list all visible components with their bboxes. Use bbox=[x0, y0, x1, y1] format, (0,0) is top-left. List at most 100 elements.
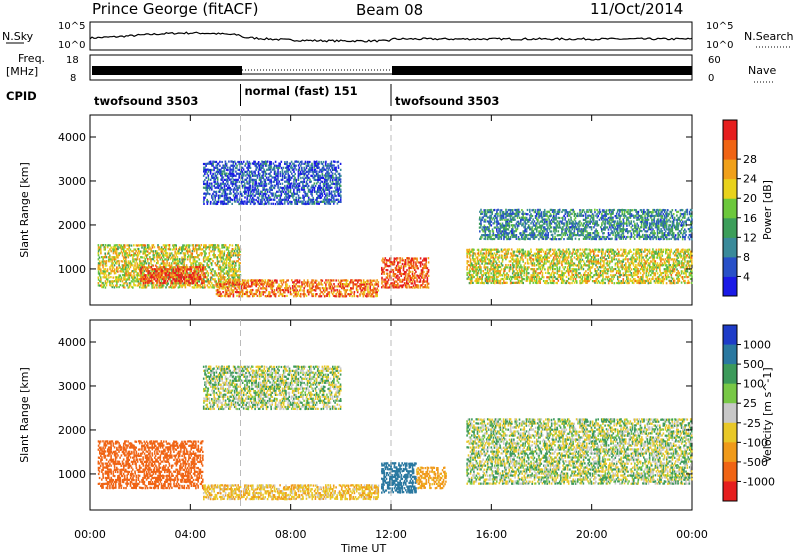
echo-cell bbox=[215, 289, 218, 292]
echo-cell bbox=[109, 260, 111, 263]
echo-cell bbox=[145, 266, 148, 269]
echo-cell bbox=[493, 282, 496, 285]
echo-cell bbox=[570, 262, 572, 265]
echo-cell bbox=[403, 265, 406, 268]
echo-cell bbox=[477, 252, 480, 255]
echo-cell bbox=[135, 266, 137, 269]
echo-cell bbox=[325, 285, 327, 288]
echo-cell bbox=[190, 266, 193, 269]
echo-cell bbox=[370, 283, 373, 286]
echo-cell bbox=[142, 276, 145, 279]
echo-cell bbox=[646, 278, 649, 281]
echo-cell bbox=[483, 252, 486, 255]
echo-cell bbox=[171, 276, 173, 279]
echo-cell bbox=[394, 280, 397, 283]
echo-cell bbox=[571, 254, 573, 257]
echo-cell bbox=[646, 275, 648, 278]
echo-cell bbox=[489, 237, 491, 240]
echo-cell bbox=[658, 281, 660, 284]
echo-cell bbox=[539, 281, 541, 284]
echo-cell bbox=[642, 266, 644, 269]
echo-cell bbox=[556, 266, 558, 269]
echo-cell bbox=[196, 281, 198, 285]
echo-cell bbox=[334, 295, 336, 298]
echo-cell bbox=[353, 292, 355, 296]
echo-cell bbox=[685, 274, 687, 277]
echo-cell bbox=[529, 256, 531, 259]
echo-cell bbox=[478, 254, 481, 257]
echo-cell bbox=[208, 248, 211, 251]
echo-cell bbox=[213, 254, 215, 257]
echo-cell bbox=[595, 248, 597, 251]
echo-cell bbox=[122, 276, 125, 279]
echo-cell bbox=[564, 281, 567, 285]
echo-cell bbox=[416, 267, 418, 270]
echo-cell bbox=[612, 274, 614, 277]
echo-cell bbox=[411, 286, 414, 289]
echo-cell bbox=[102, 286, 104, 289]
echo-cell bbox=[492, 265, 495, 269]
echo-cell bbox=[668, 258, 670, 261]
echo-cell bbox=[494, 216, 497, 220]
echo-cell bbox=[209, 257, 212, 261]
echo-cell bbox=[687, 252, 690, 255]
echo-cell bbox=[407, 278, 409, 281]
echo-cell bbox=[257, 279, 260, 282]
echo-cell bbox=[666, 260, 668, 263]
echo-cell bbox=[256, 290, 259, 294]
echo-cell bbox=[133, 254, 135, 257]
echo-cell bbox=[556, 260, 559, 263]
echo-cell bbox=[119, 246, 121, 249]
echo-cell bbox=[680, 260, 683, 263]
echo-cell bbox=[233, 270, 236, 273]
echo-cell bbox=[680, 270, 683, 273]
echo-cell bbox=[518, 262, 521, 265]
echo-cell bbox=[249, 285, 252, 288]
echo-cell bbox=[287, 289, 289, 292]
echo-cell bbox=[409, 261, 412, 264]
echo-cell bbox=[555, 264, 557, 267]
echo-cell bbox=[372, 291, 375, 294]
echo-cell bbox=[238, 248, 241, 251]
echo-cell bbox=[517, 273, 520, 277]
echo-cell bbox=[627, 277, 629, 280]
freq-label: Freq. bbox=[18, 52, 45, 65]
echo-cell bbox=[500, 248, 503, 251]
echo-cell bbox=[126, 282, 128, 285]
echo-cell bbox=[246, 292, 248, 296]
echo-cell bbox=[330, 291, 333, 294]
echo-cell bbox=[484, 271, 487, 275]
echo-cell bbox=[686, 260, 689, 263]
echo-cell bbox=[139, 282, 141, 285]
echo-cell bbox=[333, 289, 335, 292]
echo-cell bbox=[191, 265, 194, 269]
echo-cell bbox=[407, 259, 409, 262]
echo-cell bbox=[150, 258, 152, 261]
echo-cell bbox=[489, 262, 491, 265]
echo-cell bbox=[149, 265, 152, 269]
echo-cell bbox=[492, 258, 495, 261]
echo-cell bbox=[671, 266, 674, 269]
echo-cell bbox=[620, 266, 622, 269]
echo-cell bbox=[332, 294, 335, 297]
echo-cell bbox=[328, 283, 330, 286]
echo-cell bbox=[608, 256, 611, 259]
echo-cell bbox=[121, 280, 124, 283]
echo-cell bbox=[183, 254, 186, 257]
echo-cell bbox=[326, 287, 328, 290]
echo-cell bbox=[128, 250, 131, 253]
echo-cell bbox=[191, 250, 194, 253]
echo-cell bbox=[489, 260, 491, 263]
echo-cell bbox=[189, 270, 192, 273]
echo-cell bbox=[218, 268, 221, 271]
echo-cell bbox=[665, 252, 667, 255]
echo-cell bbox=[486, 216, 489, 219]
echo-cell bbox=[597, 258, 600, 261]
echo-cell bbox=[555, 256, 557, 259]
echo-cell bbox=[231, 268, 234, 271]
echo-cell bbox=[535, 279, 538, 283]
echo-cell bbox=[566, 262, 569, 265]
echo-cell bbox=[539, 258, 541, 261]
echo-cell bbox=[389, 270, 391, 273]
echo-cell bbox=[240, 287, 243, 290]
